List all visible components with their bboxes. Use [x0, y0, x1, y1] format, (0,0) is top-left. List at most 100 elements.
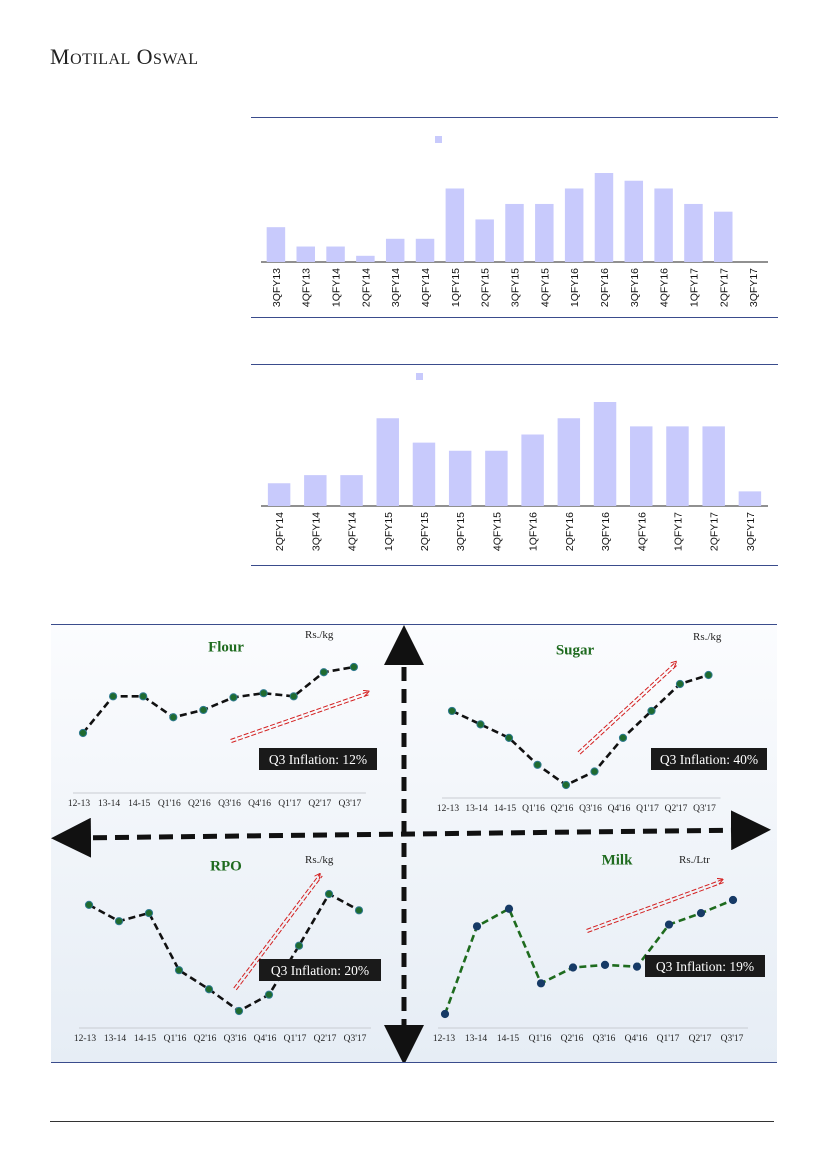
bar [630, 426, 653, 506]
x-tick-label: 3QFY15 [510, 268, 522, 307]
x-tick-label: Q3'17 [338, 799, 361, 809]
data-point [447, 706, 457, 716]
trend-arrow-line [586, 879, 722, 930]
x-tick-label: 4QFY15 [491, 512, 503, 551]
data-point [109, 692, 118, 701]
data-point [590, 767, 599, 776]
data-point [139, 692, 148, 701]
bar [521, 434, 544, 506]
brand-letter: M [50, 44, 71, 69]
bar [356, 255, 375, 262]
bar [415, 238, 435, 262]
x-tick-label: 4QFY14 [347, 512, 359, 551]
data-point [647, 706, 656, 716]
x-tick-label: 13-14 [465, 1034, 487, 1044]
chart1-bottom-rule [251, 317, 778, 318]
data-point [324, 889, 334, 899]
chart2-bottom-rule [251, 565, 778, 566]
x-tick-label: 4QFY16 [636, 512, 648, 551]
bar-chart-1: 3QFY13 4QFY13 1QFY14 2QFY14 3QFY14 4QFY14 1QFY… [261, 136, 768, 307]
bar [594, 173, 614, 262]
x-tick-label: Q2'16 [188, 799, 211, 809]
x-tick-label: 2QFY15 [480, 268, 492, 307]
x-tick-label: 1QFY15 [383, 512, 395, 551]
brand-letter: O [136, 44, 153, 69]
bar [445, 188, 465, 262]
inflation-label: Q3 Inflation: 20% [271, 963, 369, 978]
trend-arrow-line [235, 875, 323, 991]
bar [593, 402, 617, 506]
data-point [234, 1006, 244, 1016]
unit-label: Rs./kg [305, 854, 334, 866]
x-tick-label: 4QFY15 [539, 268, 551, 307]
x-tick-label: 2QFY15 [419, 512, 431, 551]
unit-label: Rs./kg [693, 631, 722, 643]
data-point [618, 733, 628, 742]
bar [304, 475, 327, 506]
data-point [199, 705, 208, 715]
trend-arrow-line [579, 663, 679, 755]
data-point [728, 895, 738, 905]
data-point [174, 966, 184, 975]
x-tick-label: 12-13 [433, 1034, 455, 1044]
x-tick-label: 14-15 [128, 799, 150, 809]
x-tick-label: 3QFY16 [600, 512, 612, 551]
x-tick-label: Q2'16 [561, 1034, 584, 1044]
bar [376, 418, 399, 506]
x-tick-label: Q2'17 [665, 804, 688, 814]
x-tick-label: Q2'16 [194, 1034, 217, 1044]
data-point [144, 908, 154, 918]
data-point [319, 668, 328, 677]
x-tick-label: 2QFY16 [564, 512, 576, 551]
x-tick-label: Q3'16 [593, 1034, 616, 1044]
inflation-badge [259, 959, 381, 981]
data-point [696, 909, 706, 918]
legend-swatch [416, 373, 423, 380]
bar [564, 188, 584, 262]
trend-arrow-line [587, 882, 724, 933]
bar [385, 238, 405, 262]
trend-arrow-line [577, 662, 676, 753]
quad-bottom-rule [51, 1062, 777, 1063]
data-point [349, 662, 358, 672]
data-point [354, 906, 364, 915]
x-tick-label: 1QFY16 [569, 268, 581, 307]
bar [557, 418, 581, 506]
brand-letters: OTILAL [70, 51, 131, 68]
x-tick-label: 12-13 [68, 799, 90, 809]
x-tick-label: Q1'17 [657, 1034, 680, 1044]
brand-logo: MOTILAL OSWAL [50, 44, 199, 70]
unit-label: Rs./Ltr [679, 854, 710, 866]
inflation-label: Q3 Inflation: 12% [269, 752, 367, 767]
x-tick-label: Q2'17 [689, 1034, 712, 1044]
quad-title: Flour [208, 639, 244, 655]
x-tick-label: 1QFY16 [528, 512, 540, 551]
data-point [264, 990, 274, 999]
bar [714, 211, 733, 262]
x-tick-label: Q3'16 [218, 799, 241, 809]
chart2-top-rule [251, 364, 778, 365]
data-point [78, 728, 88, 738]
x-tick-label: Q3'16 [224, 1034, 247, 1044]
data-point [504, 904, 514, 913]
bar [412, 442, 436, 506]
x-tick-label: Q1'17 [284, 1034, 307, 1044]
x-tick-label: 1QFY17 [672, 512, 684, 551]
data-point [533, 760, 542, 769]
bar [684, 203, 703, 262]
series-line [443, 898, 734, 1015]
bar [266, 227, 286, 262]
x-tick-label: Q3'17 [721, 1034, 744, 1044]
legend-swatch [435, 136, 442, 143]
x-tick-label: 14-15 [134, 1034, 156, 1044]
x-tick-label: Q1'16 [158, 799, 181, 809]
x-tick-label: 3QFY14 [390, 268, 402, 307]
x-tick-label: 2QFY16 [599, 268, 611, 307]
x-tick-label: 3QFY14 [310, 512, 322, 551]
data-point [704, 670, 713, 680]
x-tick-label: 12-13 [74, 1034, 96, 1044]
brand-letters: SWAL [152, 51, 199, 68]
series-line [451, 673, 709, 787]
data-point [204, 985, 214, 994]
inflation-label: Q3 Inflation: 40% [660, 752, 758, 767]
